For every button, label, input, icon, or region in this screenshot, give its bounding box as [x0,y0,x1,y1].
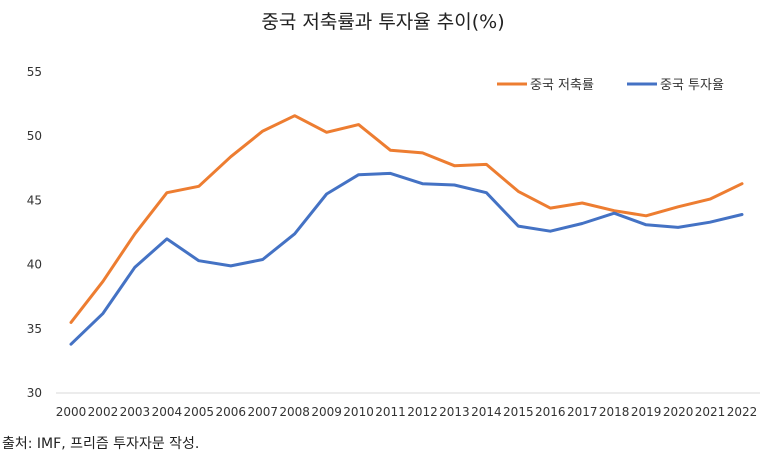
x-tick-label: 2015 [503,405,534,419]
x-tick-label: 2019 [631,405,662,419]
x-tick-label: 2007 [247,405,278,419]
legend-label-1: 중국 투자율 [660,78,724,93]
series-line-0 [69,114,744,324]
x-tick-label: 2008 [279,405,310,419]
y-tick-label: 30 [27,386,42,400]
x-tick-label: 2021 [695,405,726,419]
x-tick-label: 2010 [343,405,374,419]
y-tick-labels: 30 35 40 45 50 55 [27,65,42,400]
series-line-1 [69,171,744,346]
x-tick-label: 2018 [599,405,630,419]
x-tick-labels: 2000 2002 2003 2004 2005 2006 2007 2008 2009 2010… [56,405,758,419]
x-tick-label: 2017 [567,405,598,419]
y-tick-label: 35 [27,322,42,336]
x-tick-label: 2000 [56,405,87,419]
x-tick-label: 2004 [152,405,183,419]
x-tick-label: 2002 [88,405,119,419]
source-note: 출처: IMF, 프리즘 투자자문 작성. [2,436,200,452]
y-tick-label: 50 [27,129,42,143]
x-tick-label: 2006 [215,405,246,419]
x-tick-label: 2014 [471,405,502,419]
x-tick-label: 2003 [120,405,151,419]
series-lines [69,114,744,346]
y-tick-label: 45 [27,193,42,207]
y-tick-label: 40 [27,258,42,272]
chart-title: 중국 저축률과 투자율 추이(%) [261,11,504,33]
x-tick-label: 2011 [375,405,406,419]
x-tick-label: 2009 [311,405,342,419]
x-tick-label: 2022 [727,405,758,419]
legend-label-0: 중국 저축률 [530,78,594,93]
x-tick-label: 2012 [407,405,438,419]
legend: 중국 저축률 중국 투자율 [497,78,724,93]
x-tick-label: 2016 [535,405,566,419]
x-tick-label: 2013 [439,405,470,419]
y-tick-label: 55 [27,65,42,79]
x-tick-label: 2005 [184,405,215,419]
x-tick-label: 2020 [663,405,694,419]
